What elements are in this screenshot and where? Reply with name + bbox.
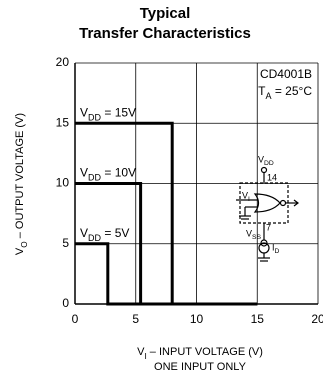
x-tick-label: 15: [251, 312, 265, 326]
x-tick-label: 0: [72, 312, 79, 326]
x-axis-label: VI – INPUT VOLTAGE (V): [137, 346, 263, 361]
chart-title: Typical: [140, 5, 191, 22]
y-tick-label: 10: [56, 176, 70, 190]
y-tick-label: 15: [56, 115, 70, 129]
x-tick-label: 10: [190, 312, 204, 326]
legend-label: VDD = 15V: [80, 105, 136, 122]
y-tick-label: 5: [62, 236, 69, 250]
annotation: TA = 25°C: [258, 84, 312, 101]
circuit-label: VDD: [258, 154, 274, 167]
circuit-label: ID: [272, 242, 280, 255]
annotation: CD4001B: [260, 67, 312, 81]
series-line: [75, 121, 258, 306]
x-tick-label: 5: [132, 312, 139, 326]
chart-title: Transfer Characteristics: [79, 25, 251, 42]
legend-label: VDD = 10V: [80, 166, 136, 183]
x-axis-sublabel: ONE INPUT ONLY: [154, 361, 247, 373]
y-tick-label: 20: [56, 55, 70, 69]
circuit-label: 7: [266, 222, 271, 232]
series-line: [75, 242, 258, 306]
x-tick-label: 20: [311, 312, 323, 326]
circuit-label: 14: [267, 172, 277, 182]
legend-label: VDD = 5V: [80, 226, 129, 243]
y-axis-label: VO – OUTPUT VOLTAGE (V): [14, 113, 29, 255]
circuit-label: VI: [242, 190, 250, 203]
circuit-label: VSS: [246, 228, 262, 241]
y-tick-label: 0: [62, 296, 69, 310]
circuit: [236, 166, 299, 262]
